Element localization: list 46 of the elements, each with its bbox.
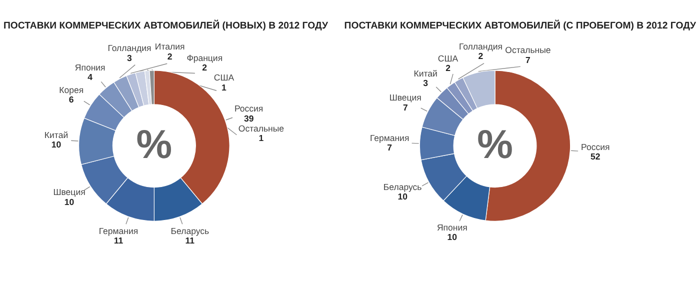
data-label: 7 bbox=[525, 54, 530, 65]
data-label: 7 bbox=[387, 142, 392, 153]
slice-label: США bbox=[438, 54, 458, 64]
data-label: 11 bbox=[114, 236, 124, 246]
slice-label: Остальные bbox=[238, 123, 284, 134]
data-label: 2 bbox=[446, 63, 451, 74]
data-label: 39 bbox=[244, 113, 254, 124]
slice-label: Беларусь bbox=[170, 226, 210, 236]
slice-label: Швеция bbox=[53, 187, 86, 198]
slice-label: Россия bbox=[234, 104, 264, 114]
data-label: 7 bbox=[402, 102, 408, 112]
data-label: 10 bbox=[64, 196, 74, 207]
data-label: 10 bbox=[398, 192, 408, 202]
data-label: 52 bbox=[590, 152, 600, 162]
slice-label: Остальные bbox=[505, 45, 551, 56]
data-label: 3 bbox=[423, 78, 428, 88]
data-label: 1 bbox=[258, 133, 264, 144]
slice-label: Китай bbox=[414, 68, 438, 79]
slice-label: Швеция bbox=[389, 92, 422, 103]
data-label: 2 bbox=[478, 51, 484, 62]
text: % bbox=[136, 122, 172, 168]
slice-label: США bbox=[214, 72, 234, 83]
data-label: 10 bbox=[51, 140, 62, 150]
slice-label: Китай bbox=[44, 130, 68, 140]
chart-title: ПОСТАВКИ КОММЕРЧЕСКИХ АВТОМОБИЛЕЙ (НОВЫХ) В 2012 ГОДУ bbox=[4, 19, 329, 32]
data-label: 10 bbox=[447, 232, 458, 242]
slice-label: Германия bbox=[370, 133, 410, 144]
data-label: 3 bbox=[127, 52, 132, 63]
data-label: 1 bbox=[222, 82, 227, 92]
slice-label: Корея bbox=[59, 84, 84, 95]
slice-label: Япония bbox=[74, 62, 106, 72]
text: % bbox=[477, 122, 513, 168]
data-label: 2 bbox=[167, 51, 172, 62]
data-label: 4 bbox=[88, 72, 93, 82]
data-label: 6 bbox=[68, 94, 74, 105]
data-label: 2 bbox=[202, 62, 208, 72]
slice-label: Германия bbox=[98, 226, 138, 236]
slice-label: Япония bbox=[436, 222, 468, 232]
slice-label: Голландия bbox=[458, 41, 503, 52]
slice-label: Италия bbox=[154, 42, 185, 52]
slice-label: Беларусь bbox=[383, 182, 422, 192]
slice-label: Россия bbox=[581, 142, 610, 152]
chart-title: ПОСТАВКИ КОММЕРЧЕСКИХ АВТОМОБИЛЕЙ (С ПРОБЕГОМ) В 2012 ГОДУ bbox=[344, 19, 698, 32]
slice-label: Франция bbox=[186, 52, 223, 63]
slice-label: Голландия bbox=[108, 43, 152, 54]
data-label: 11 bbox=[185, 236, 195, 246]
